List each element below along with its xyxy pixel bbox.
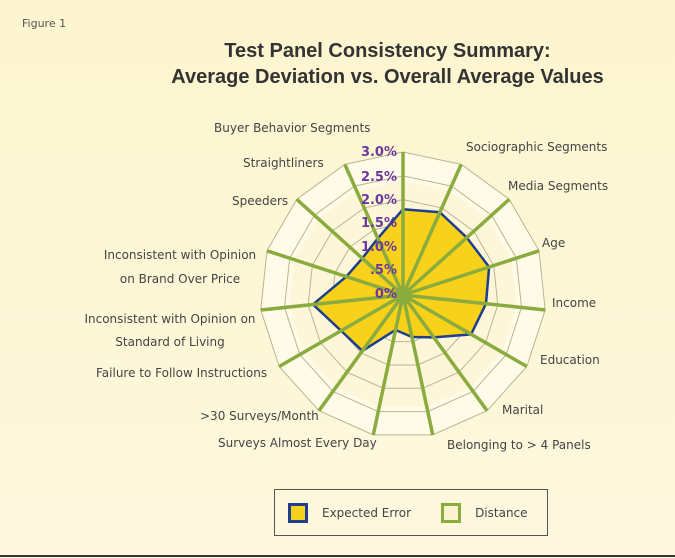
- distance-spoke: [266, 249, 404, 297]
- chart-title-line-1: Test Panel Consistency Summary:: [224, 40, 551, 62]
- distance-spoke: [260, 293, 404, 312]
- distance-spoke: [402, 293, 528, 369]
- distance-spoke: [401, 294, 435, 436]
- distance-spoke: [278, 293, 404, 369]
- grid-ring: [283, 175, 523, 413]
- axis-label-surveys-every-day: Surveys Almost Every Day: [218, 436, 377, 450]
- tick-label: 2.0%: [360, 193, 397, 208]
- grid-ring: [260, 151, 546, 436]
- tick-label: 3.0%: [360, 145, 397, 160]
- distance-spoke: [371, 294, 405, 436]
- axis-label-media: Media Segments: [508, 179, 609, 193]
- distance-spoke: [295, 198, 405, 297]
- distance-spoke: [317, 293, 405, 412]
- expected-error-area: [311, 207, 491, 353]
- center-point: [398, 290, 408, 300]
- axis-label-30-surveys: >30 Surveys/Month: [200, 409, 319, 423]
- axis-label-income: Income: [552, 296, 597, 310]
- figure-label: Figure 1: [22, 17, 67, 30]
- distance-spoke: [402, 293, 546, 312]
- distance-spoke: [401, 163, 463, 296]
- axis-label-buyer-behavior: Buyer Behavior Segments: [214, 121, 371, 135]
- axis-label-failure: Failure to Follow Instructions: [96, 366, 268, 380]
- grid-ring: [307, 199, 499, 389]
- legend-label-expected-error: Expected Error: [322, 505, 412, 520]
- tick-label: 1.0%: [360, 240, 397, 255]
- legend-swatch-distance: [441, 502, 462, 523]
- axis-label-speeders: Speeders: [232, 194, 289, 208]
- distance-spoke: [401, 293, 489, 412]
- axis-label-education: Education: [540, 353, 600, 367]
- distance-spoke: [343, 163, 405, 296]
- axis-label-belonging: Belonging to > 4 Panels: [447, 438, 591, 452]
- tick-label: 2.5%: [360, 170, 397, 185]
- axis-label-brand-over-price: Inconsistent with Opinion on Brand Over …: [103, 248, 257, 286]
- tick-label: 0%: [374, 287, 397, 302]
- axis-label-age: Age: [542, 236, 566, 250]
- tick-label: 1.5%: [360, 216, 397, 231]
- chart-title-line-2: Average Deviation vs. Overall Average Va…: [171, 66, 604, 88]
- axis-label-marital: Marital: [502, 403, 544, 417]
- distance-spoke: [402, 249, 540, 297]
- axis-label-standard-of-living: Inconsistent with Opinion on Standard of…: [84, 312, 256, 349]
- legend: Expected Error Distance: [274, 489, 548, 536]
- axis-label-straightliners: Straightliners: [243, 156, 324, 170]
- axis-label-sociographic: Sociographic Segments: [466, 140, 608, 154]
- legend-label-distance: Distance: [475, 505, 528, 520]
- legend-swatch-expected-error: [288, 502, 308, 523]
- distance-spoke: [401, 198, 511, 297]
- tick-label: .5%: [369, 263, 397, 278]
